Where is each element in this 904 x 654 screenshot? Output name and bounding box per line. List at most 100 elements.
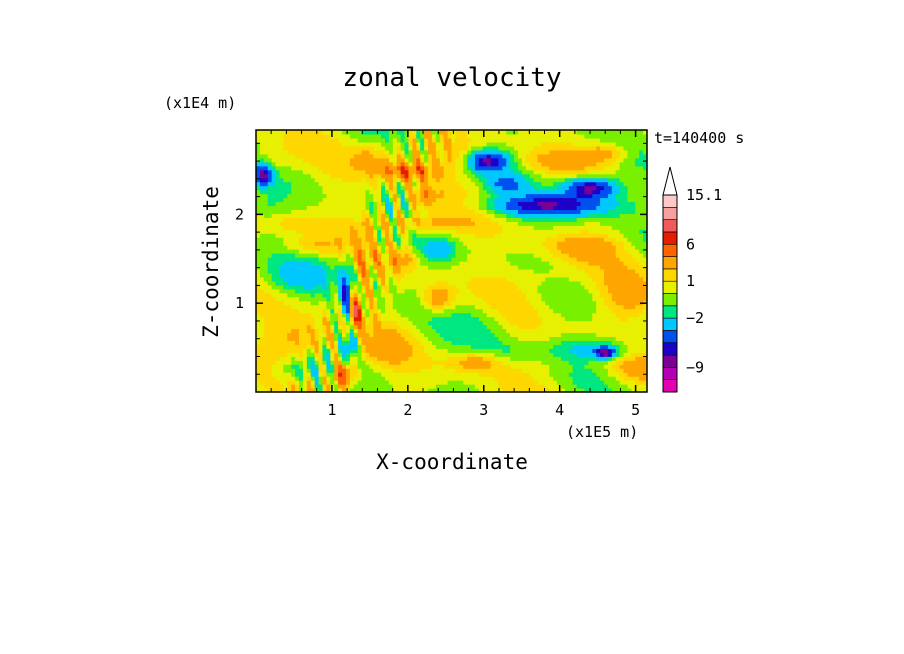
- field-cell: [353, 272, 359, 278]
- field-cell: [369, 237, 374, 242]
- field-cell: [490, 225, 496, 230]
- field-cell: [357, 221, 363, 226]
- field-cell: [318, 245, 324, 250]
- field-cell: [302, 308, 308, 314]
- field-cell: [271, 360, 277, 365]
- field-cell: [603, 296, 609, 302]
- field-cell: [545, 213, 550, 218]
- field-cell: [525, 213, 531, 218]
- field-cell: [271, 292, 277, 298]
- field-cell: [416, 205, 421, 210]
- field-cell: [498, 332, 503, 338]
- field-cell: [615, 225, 621, 230]
- field-cell: [412, 352, 417, 357]
- field-cell: [412, 340, 417, 345]
- field-cell: [517, 284, 523, 290]
- field-cell: [635, 296, 640, 302]
- field-cell: [259, 324, 265, 330]
- field-cell: [271, 217, 277, 222]
- field-cell: [611, 384, 617, 389]
- field-cell: [584, 380, 589, 385]
- field-cell: [279, 304, 284, 310]
- field-cell: [435, 364, 441, 369]
- field-cell: [385, 364, 390, 369]
- field-cell: [420, 316, 425, 322]
- field-cell: [302, 368, 308, 373]
- field-cell: [498, 193, 503, 199]
- field-cell: [576, 300, 582, 306]
- field-cell: [275, 213, 281, 218]
- field-cell: [557, 296, 562, 302]
- field-cell: [627, 249, 632, 254]
- field-cell: [357, 201, 363, 207]
- field-cell: [631, 292, 636, 298]
- field-cell: [459, 304, 464, 310]
- field-cell: [295, 292, 300, 298]
- field-cell: [557, 233, 562, 238]
- field-cell: [514, 253, 519, 258]
- field-cell: [619, 249, 625, 254]
- field-cell: [388, 352, 394, 357]
- field-cell: [275, 300, 281, 306]
- field-cell: [439, 324, 445, 330]
- field-cell: [463, 296, 468, 302]
- field-cell: [400, 300, 406, 306]
- field-cell: [529, 276, 535, 282]
- field-cell: [377, 316, 382, 322]
- field-cell: [482, 356, 488, 361]
- field-cell: [306, 388, 312, 392]
- field-cell: [486, 193, 492, 199]
- field-cell: [357, 320, 363, 326]
- field-cell: [361, 368, 367, 373]
- field-cell: [431, 316, 437, 322]
- field-cell: [474, 324, 480, 330]
- field-cell: [592, 336, 597, 341]
- field-cell: [412, 384, 417, 389]
- field-cell: [439, 336, 445, 341]
- field-cell: [490, 284, 496, 290]
- field-cell: [392, 201, 398, 207]
- field-cell: [326, 304, 331, 310]
- field-cell: [514, 308, 519, 314]
- field-cell: [541, 380, 546, 385]
- field-cell: [463, 312, 468, 318]
- field-cell: [467, 340, 472, 345]
- field-cell: [451, 253, 457, 258]
- field-cell: [639, 356, 644, 361]
- field-cell: [416, 360, 421, 365]
- field-cell: [635, 304, 640, 310]
- field-cell: [592, 288, 597, 294]
- field-cell: [537, 213, 543, 218]
- field-cell: [345, 328, 351, 334]
- field-cell: [490, 268, 496, 274]
- field-cell: [326, 217, 331, 222]
- field-cell: [279, 245, 284, 250]
- field-cell: [607, 237, 613, 242]
- field-cell: [295, 217, 300, 222]
- field-cell: [334, 308, 339, 314]
- field-cell: [334, 376, 339, 381]
- field-cell: [451, 225, 457, 230]
- field-cell: [385, 225, 390, 230]
- field-cell: [486, 292, 492, 298]
- field-cell: [424, 276, 429, 282]
- field-cell: [334, 356, 339, 361]
- field-cell: [459, 360, 464, 365]
- field-cell: [342, 384, 347, 389]
- field-cell: [283, 380, 288, 385]
- field-cell: [447, 257, 453, 262]
- field-cell: [607, 356, 613, 361]
- field-cell: [439, 201, 445, 207]
- field-cell: [283, 261, 288, 266]
- field-cell: [615, 217, 621, 222]
- field-cell: [361, 296, 367, 302]
- field-cell: [302, 276, 308, 282]
- field-cell: [537, 348, 543, 353]
- field-cell: [314, 332, 320, 338]
- field-cell: [283, 356, 288, 361]
- field-cell: [330, 193, 335, 199]
- field-cell: [334, 300, 339, 306]
- field-cell: [643, 332, 647, 338]
- field-cell: [365, 300, 370, 306]
- field-cell: [330, 272, 335, 278]
